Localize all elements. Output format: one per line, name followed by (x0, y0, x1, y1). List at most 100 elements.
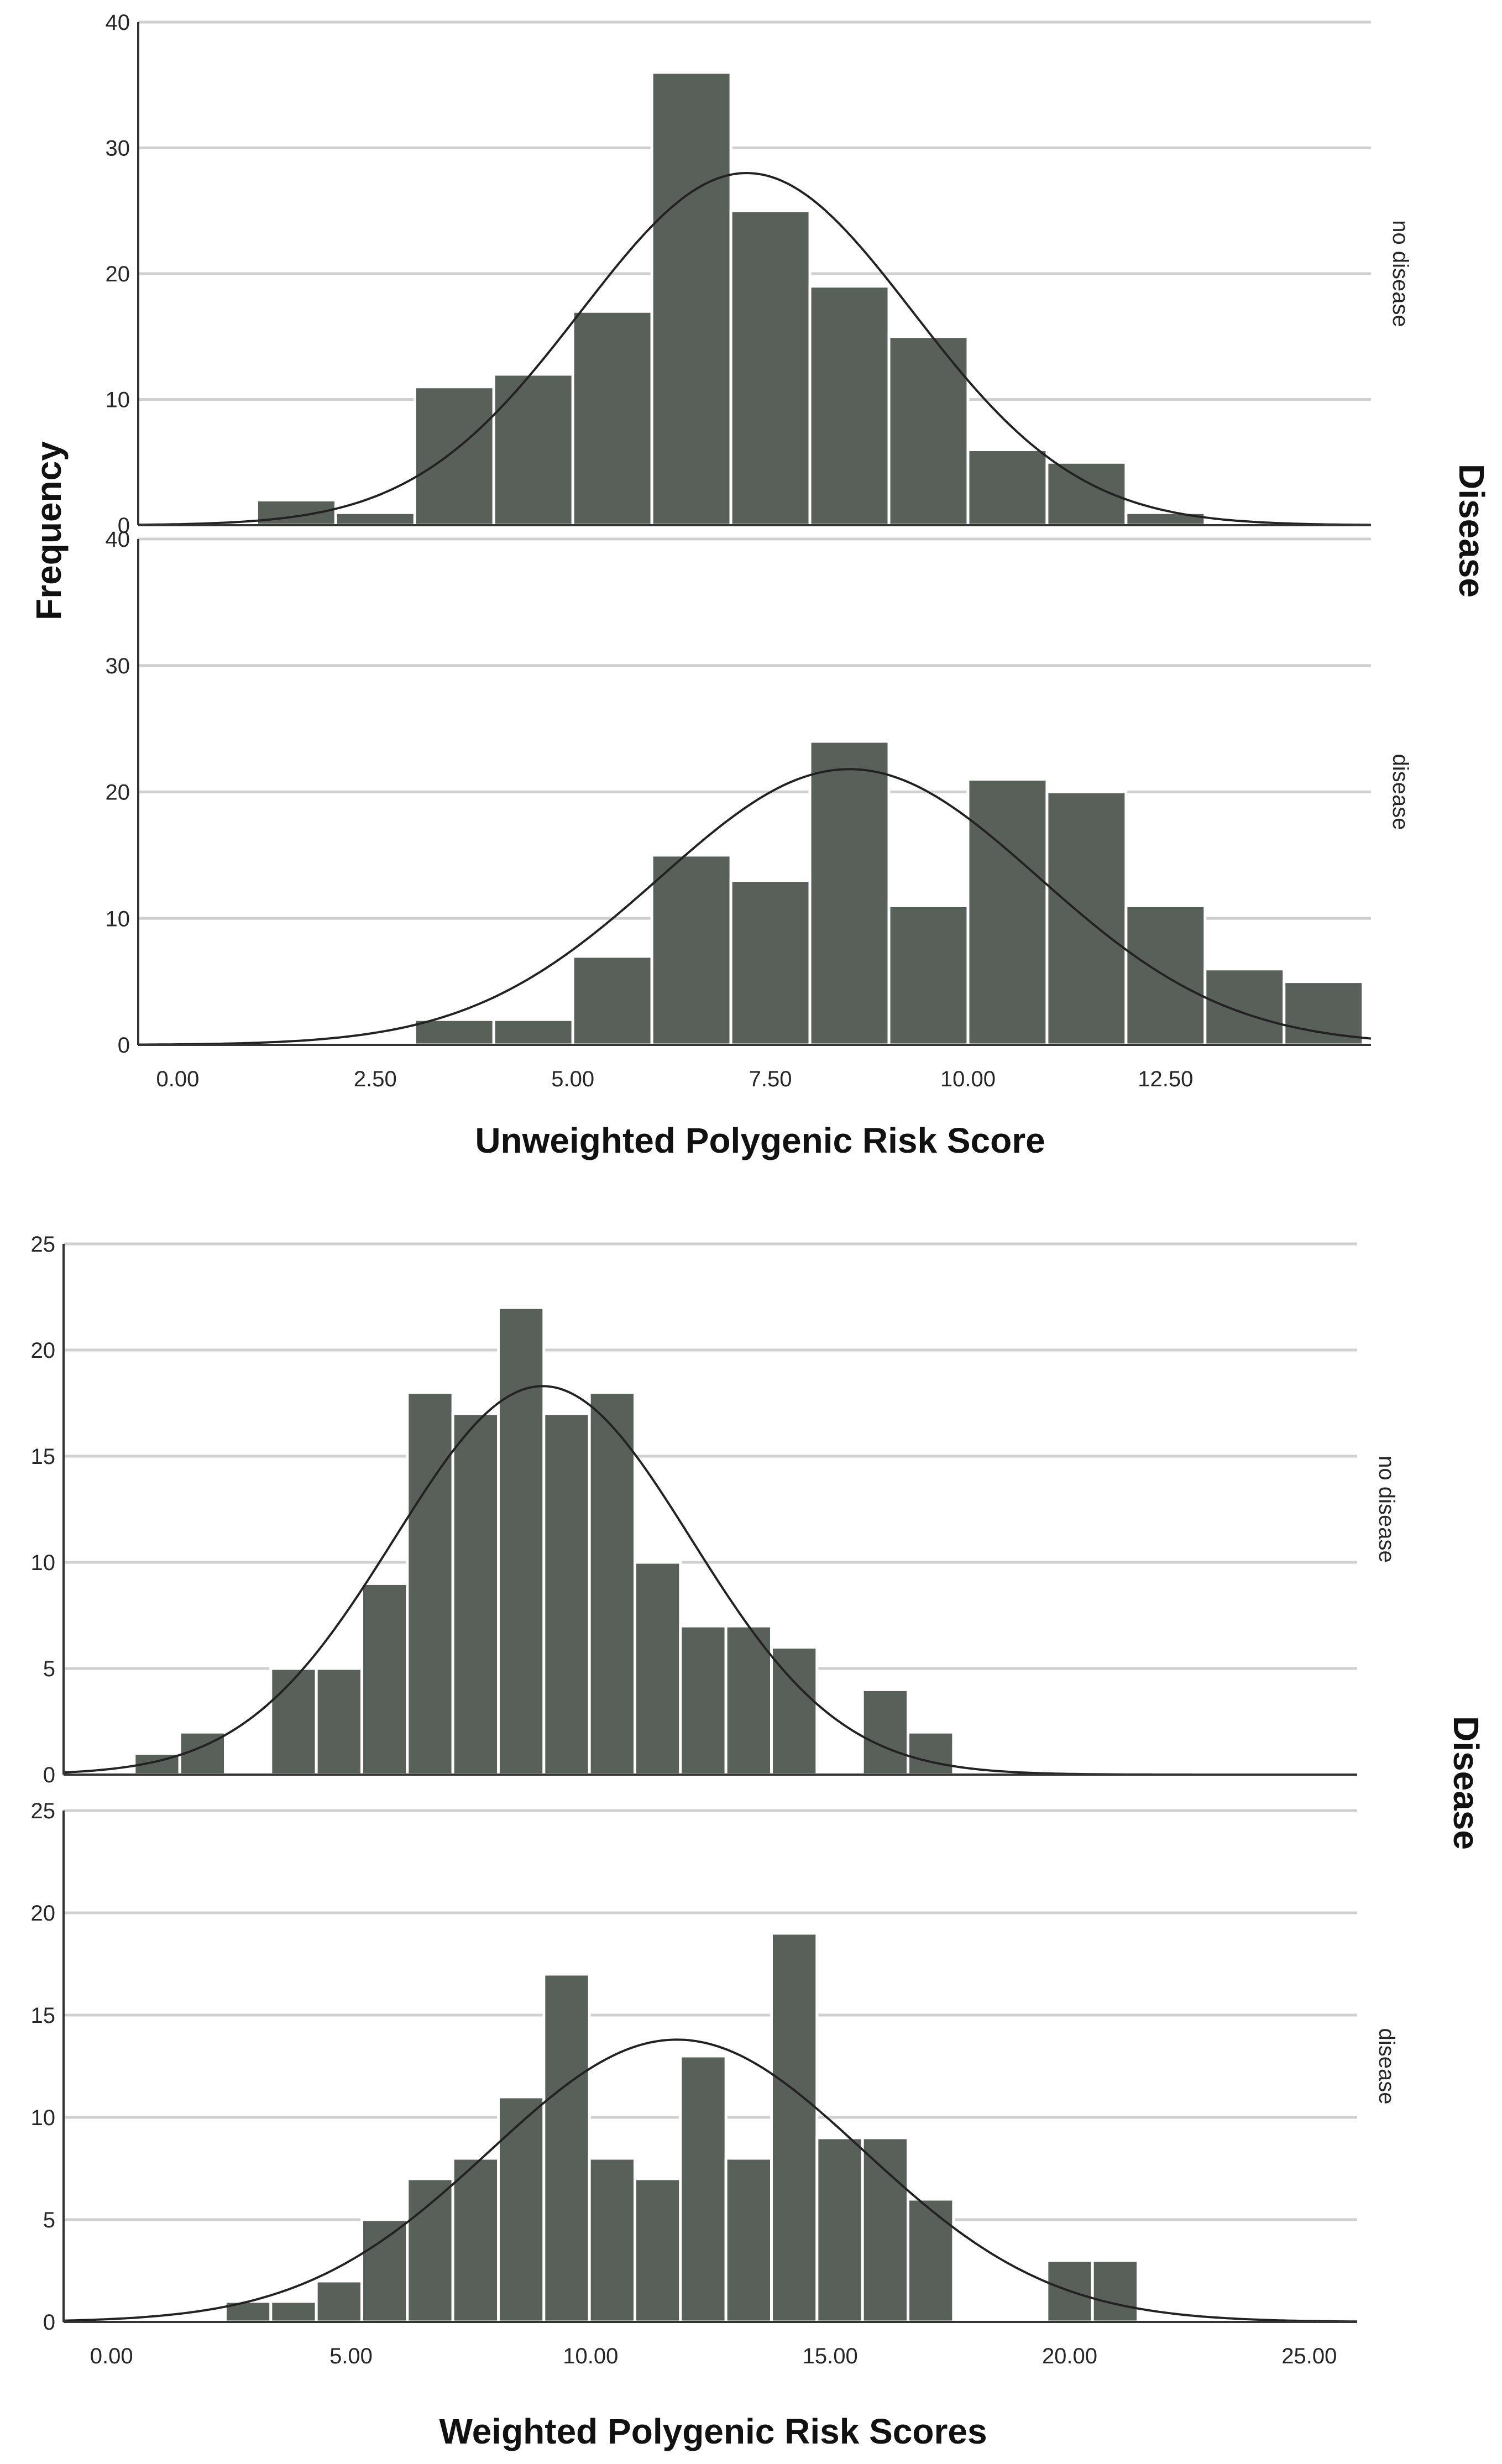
histogram-bar (542, 1973, 591, 2324)
histogram-bar (808, 740, 891, 1047)
panel-no-disease: 0 10 20 30 40 no disease (106, 11, 1413, 538)
x-axis-title: Unweighted Polygenic Risk Score (475, 1121, 1045, 1160)
facet-level-label: no disease (1388, 220, 1412, 327)
histogram-bar (724, 2157, 773, 2324)
histogram-bar (679, 2054, 728, 2324)
histogram-bar (650, 854, 732, 1047)
histogram-bar (360, 1582, 409, 1776)
x-tick-label: 0.00 (156, 1067, 200, 1091)
histogram-bar (1203, 967, 1286, 1047)
y-tick-label: 5 (43, 2208, 55, 2232)
histogram-bar (269, 1667, 318, 1776)
histogram-bar (1091, 2259, 1139, 2324)
panel-disease: 0 5 10 15 20 25 disease (31, 1799, 1399, 2335)
histogram-bar (571, 955, 653, 1047)
histogram-bar (729, 209, 812, 527)
histogram-bar (770, 1932, 819, 2324)
x-tick-label: 0.00 (90, 2344, 133, 2368)
histogram-bar (861, 1688, 909, 1776)
histogram-bar (679, 1624, 728, 1776)
panel-disease: 0 10 20 30 40 disease (106, 527, 1413, 1058)
histogram-bar (571, 310, 653, 527)
histogram-bar (269, 2300, 318, 2324)
x-tick-label: 5.00 (551, 1067, 594, 1091)
y-tick-label: 10 (106, 907, 130, 931)
y-tick-label: 30 (106, 137, 130, 161)
y-tick-label: 5 (43, 1657, 55, 1681)
x-tick-label: 10.00 (563, 2344, 618, 2368)
histogram-bar (907, 1730, 955, 1776)
x-tick-label: 25.00 (1281, 2344, 1337, 2368)
histogram-bar (334, 511, 416, 527)
histogram-bar (315, 2279, 364, 2324)
facet-level-label: disease (1388, 754, 1412, 830)
histogram-bar (406, 1391, 454, 1776)
histogram-bar (815, 2136, 864, 2324)
x-tick-label: 15.00 (803, 2344, 858, 2368)
y-tick-label: 15 (31, 1445, 56, 1469)
histogram-bar (406, 2177, 454, 2324)
facet-level-label: disease (1374, 2028, 1399, 2105)
histogram-bar (413, 1018, 495, 1047)
y-tick-label: 0 (118, 514, 130, 538)
histogram-bar (729, 879, 812, 1047)
y-tick-label: 20 (31, 1901, 56, 1926)
y-tick-label: 15 (31, 2003, 56, 2028)
histogram-bar (315, 1667, 364, 1776)
histogram-bar (497, 2095, 546, 2324)
histogram-bar (808, 285, 891, 527)
x-tick-label: 7.50 (749, 1067, 792, 1091)
y-tick-label: 0 (43, 1763, 55, 1787)
x-tick-label: 10.00 (940, 1067, 996, 1091)
histogram-bar (907, 2198, 955, 2324)
histogram-bar (542, 1412, 591, 1776)
y-tick-label: 10 (106, 388, 130, 412)
y-tick-label: 0 (118, 1033, 130, 1058)
x-tick-label: 20.00 (1042, 2344, 1097, 2368)
histogram-bar (770, 1646, 819, 1776)
normal-curve (63, 2038, 1357, 2323)
histogram-bar (634, 1561, 682, 1776)
histogram-bar (588, 2157, 636, 2324)
x-tick-label: 2.50 (354, 1067, 397, 1091)
y-tick-label: 10 (31, 1551, 56, 1575)
y-tick-label: 20 (106, 262, 130, 286)
histogram-bar (451, 1412, 500, 1776)
y-tick-label: 20 (106, 781, 130, 805)
histogram-bar (887, 904, 970, 1047)
y-tick-label: 25 (31, 1232, 56, 1257)
x-tick-label: 12.50 (1138, 1067, 1193, 1091)
y-tick-label: 25 (31, 1799, 56, 1823)
histogram-bar (650, 71, 732, 527)
histogram-bar (1124, 511, 1207, 527)
y-tick-label: 0 (43, 2310, 55, 2335)
histogram-bar (588, 1391, 636, 1776)
y-tick-label: 40 (106, 11, 130, 35)
y-tick-label: 30 (106, 654, 130, 678)
y-tick-label: 10 (31, 2106, 56, 2130)
histogram-bar (451, 2157, 500, 2324)
facet-level-label: no disease (1374, 1456, 1399, 1562)
y-tick-label: 40 (106, 527, 130, 552)
chart-1: 0 10 20 30 40 no disease 0 10 20 30 40 disease 0.00 2… (29, 11, 1491, 1160)
y-tick-label: 20 (31, 1338, 56, 1363)
panel-no-disease: 0 5 10 15 20 25 no disease (31, 1232, 1399, 1787)
y-axis-title: Frequency (29, 441, 69, 620)
histogram-bar (360, 2218, 409, 2324)
histogram-bar (861, 2136, 909, 2324)
facet-title: Disease (1446, 1716, 1486, 1850)
histogram-bar (255, 499, 337, 527)
normal-curve (138, 171, 1372, 526)
histogram-bar (634, 2177, 682, 2324)
x-tick-label: 5.00 (329, 2344, 373, 2368)
histogram-bar (492, 1018, 574, 1047)
histogram-bar (413, 385, 495, 527)
chart-2: 0 5 10 15 20 25 no disease 0 5 10 15 20 25 disease 0.0… (31, 1232, 1487, 2451)
histogram-bar (966, 448, 1049, 527)
histogram-bar (966, 778, 1049, 1047)
normal-curve (138, 768, 1372, 1046)
histogram-bar (497, 1306, 546, 1776)
histogram-bar (492, 373, 574, 527)
x-axis-title: Weighted Polygenic Risk Scores (439, 2411, 987, 2451)
